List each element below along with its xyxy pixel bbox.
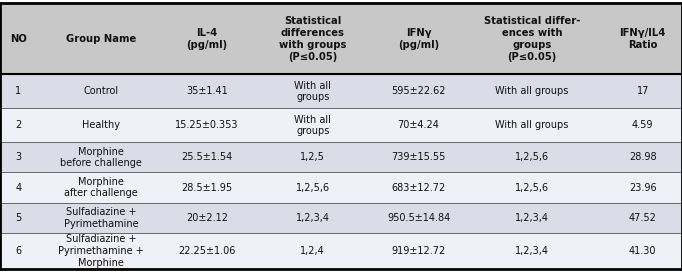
Text: IL-4
(pg/ml): IL-4 (pg/ml) (186, 27, 227, 50)
Bar (0, 3, 682, 74)
Bar (0, 203, 682, 233)
Text: 683±12.72: 683±12.72 (391, 183, 445, 193)
Text: Morphine
before challenge: Morphine before challenge (60, 147, 142, 168)
Text: 1,2,4: 1,2,4 (300, 246, 325, 256)
Text: Control: Control (83, 86, 119, 96)
Text: 1,2,5,6: 1,2,5,6 (295, 183, 330, 193)
Text: 4.59: 4.59 (632, 120, 653, 130)
Text: 70±4.24: 70±4.24 (398, 120, 439, 130)
Text: 5: 5 (15, 213, 21, 223)
Text: With all groups: With all groups (495, 86, 568, 96)
Text: Morphine
after challenge: Morphine after challenge (64, 177, 138, 198)
Text: With all groups: With all groups (495, 120, 568, 130)
Text: 950.5±14.84: 950.5±14.84 (387, 213, 450, 223)
Text: IFNγ
(pg/ml): IFNγ (pg/ml) (398, 27, 439, 50)
Text: 47.52: 47.52 (629, 213, 657, 223)
Bar (0, 172, 682, 203)
Text: 22.25±1.06: 22.25±1.06 (178, 246, 235, 256)
Text: With all
groups: With all groups (294, 81, 331, 102)
Text: 3: 3 (15, 152, 21, 162)
Text: 1,2,3,4: 1,2,3,4 (515, 213, 549, 223)
Text: 1,2,3,4: 1,2,3,4 (296, 213, 329, 223)
Text: Group Name: Group Name (66, 33, 136, 44)
Text: Sulfadiazine +
Pyrimethamine: Sulfadiazine + Pyrimethamine (63, 207, 138, 228)
Text: Statistical
differences
with groups
(P≤0.05): Statistical differences with groups (P≤0… (279, 16, 346, 61)
Text: 4: 4 (15, 183, 21, 193)
Text: 6: 6 (15, 246, 21, 256)
Text: 28.98: 28.98 (629, 152, 657, 162)
Text: 28.5±1.95: 28.5±1.95 (181, 183, 233, 193)
Text: NO: NO (10, 33, 27, 44)
Text: 25.5±1.54: 25.5±1.54 (181, 152, 233, 162)
Text: 919±12.72: 919±12.72 (391, 246, 445, 256)
Text: 23.96: 23.96 (629, 183, 657, 193)
Bar (0, 142, 682, 172)
Text: IFNγ/IL4
Ratio: IFNγ/IL4 Ratio (620, 27, 666, 50)
Text: 20±2.12: 20±2.12 (186, 213, 228, 223)
Text: Sulfadiazine +
Pyrimethamine +
Morphine: Sulfadiazine + Pyrimethamine + Morphine (58, 234, 144, 268)
Text: 17: 17 (636, 86, 649, 96)
Text: Statistical differ-
ences with
groups
(P≤0.05): Statistical differ- ences with groups (P… (484, 16, 580, 61)
Text: 1,2,5,6: 1,2,5,6 (515, 183, 549, 193)
Text: 1: 1 (15, 86, 21, 96)
Text: 1,2,5: 1,2,5 (300, 152, 325, 162)
Text: 1,2,3,4: 1,2,3,4 (515, 246, 549, 256)
Text: 1,2,5,6: 1,2,5,6 (515, 152, 549, 162)
Text: 739±15.55: 739±15.55 (391, 152, 446, 162)
Text: 2: 2 (15, 120, 21, 130)
Text: Healthy: Healthy (82, 120, 120, 130)
Bar (0, 74, 682, 108)
Bar (0, 233, 682, 269)
Text: 41.30: 41.30 (629, 246, 657, 256)
Bar (0, 108, 682, 142)
Text: 15.25±0.353: 15.25±0.353 (175, 120, 239, 130)
Text: 35±1.41: 35±1.41 (186, 86, 228, 96)
Text: With all
groups: With all groups (294, 115, 331, 136)
Text: 595±22.62: 595±22.62 (391, 86, 446, 96)
